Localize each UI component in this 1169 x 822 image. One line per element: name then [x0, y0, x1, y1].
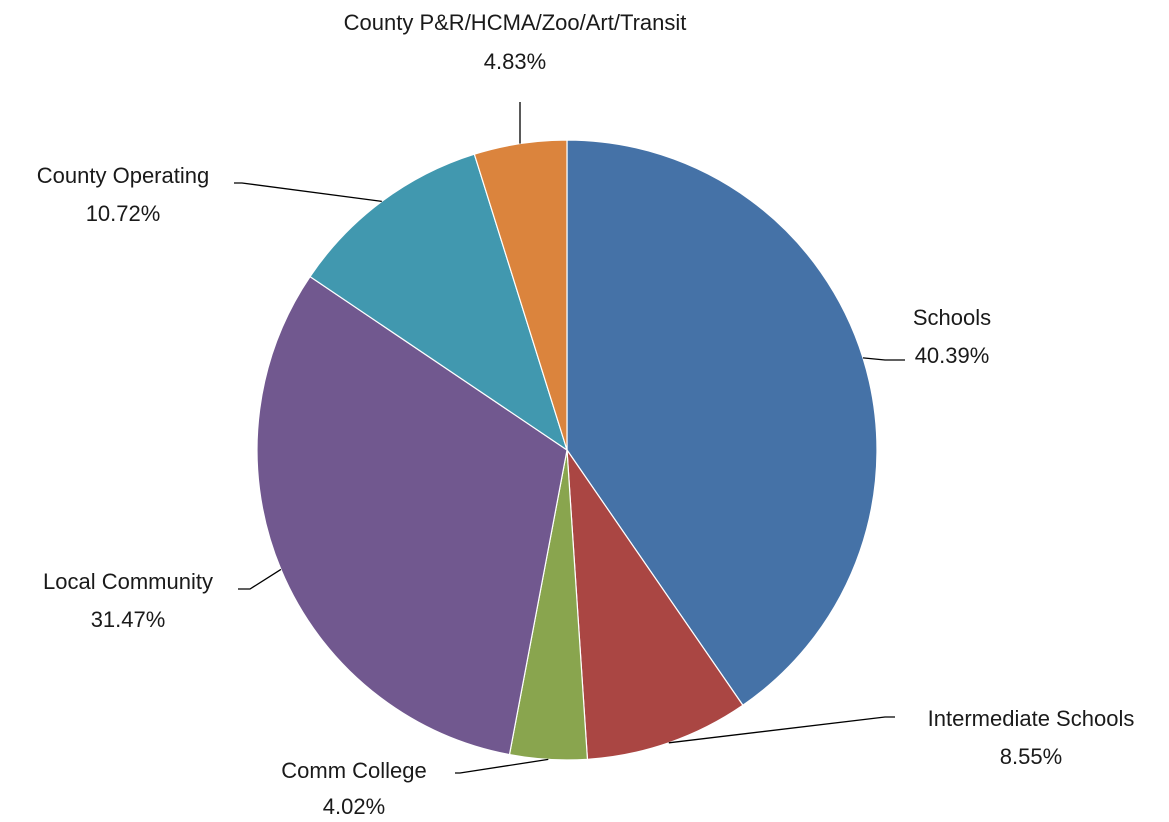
- slice-label-intermediate-schools: Intermediate Schools: [928, 706, 1135, 731]
- slice-label-county-operating: County Operating: [37, 163, 209, 188]
- leader-line-local-community: [238, 568, 282, 590]
- leader-lines: [234, 102, 905, 774]
- pie-slices: [256, 139, 878, 761]
- slice-value-schools: 40.39%: [915, 343, 990, 368]
- slice-label-local-community: Local Community: [43, 569, 213, 594]
- leader-line-county-operating: [234, 182, 382, 203]
- slice-value-county-pr-hcma-zoo-art-transit: 4.83%: [484, 49, 546, 74]
- slice-value-comm-college: 4.02%: [323, 794, 385, 819]
- slice-label-comm-college: Comm College: [281, 758, 427, 783]
- leader-line-comm-college: [455, 758, 549, 774]
- pie-slice-schools: [566, 139, 878, 707]
- slice-value-local-community: 31.47%: [91, 607, 166, 632]
- slice-value-intermediate-schools: 8.55%: [1000, 744, 1062, 769]
- slice-label-schools: Schools: [913, 305, 991, 330]
- pie-slice-county-p-r-hcma-zoo-art-transit: [473, 139, 568, 451]
- slice-label-county-pr-hcma-zoo-art-transit: County P&R/HCMA/Zoo/Art/Transit: [344, 10, 687, 35]
- pie-slice-local-community: [256, 275, 568, 756]
- pie-slice-county-operating: [309, 153, 569, 452]
- leader-line-intermediate-schools: [668, 716, 895, 744]
- slice-value-county-operating: 10.72%: [86, 201, 161, 226]
- leader-line-schools: [862, 357, 905, 361]
